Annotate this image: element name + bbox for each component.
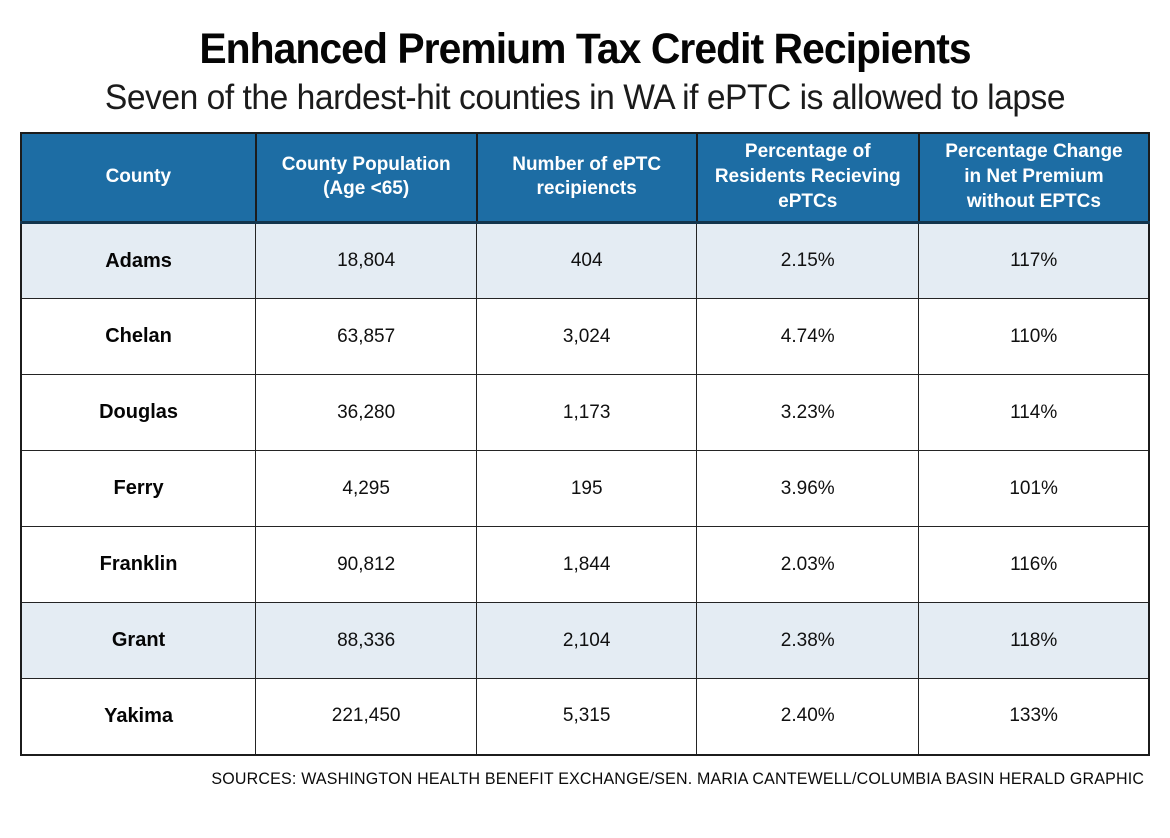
- cell-recipients: 3,024: [476, 298, 698, 376]
- cell-county: Ferry: [20, 450, 257, 528]
- cell-premium-change: 133%: [918, 678, 1150, 756]
- col-header-recipients: Number of ePTC recipiencts: [475, 131, 698, 225]
- infographic-page: Enhanced Premium Tax Credit Recipients S…: [20, 25, 1151, 788]
- cell-pct-receiving: 2.03%: [696, 526, 920, 604]
- cell-county: Franklin: [20, 526, 257, 604]
- cell-county: Douglas: [20, 374, 257, 452]
- col-header-pct-receiving: Percentage of Residents Recieving ePTCs: [695, 131, 920, 225]
- col-header-premium-change: Percentage Change in Net Premium without…: [917, 131, 1151, 225]
- cell-premium-change: 116%: [918, 526, 1150, 604]
- cell-premium-change: 101%: [918, 450, 1150, 528]
- cell-population: 90,812: [255, 526, 478, 604]
- cell-population: 36,280: [255, 374, 478, 452]
- cell-premium-change: 114%: [918, 374, 1150, 452]
- cell-population: 4,295: [255, 450, 478, 528]
- data-table-container: County County Population (Age <65) Numbe…: [20, 131, 1151, 756]
- table-header: County County Population (Age <65) Numbe…: [20, 131, 1151, 225]
- table-row-franklin: Franklin 90,812 1,844 2.03% 116%: [20, 526, 1150, 604]
- cell-premium-change: 110%: [918, 298, 1150, 376]
- table-row-ferry: Ferry 4,295 195 3.96% 101%: [20, 450, 1150, 528]
- col-header-population: County Population (Age <65): [254, 131, 478, 225]
- page-title: Enhanced Premium Tax Credit Recipients: [199, 25, 971, 73]
- cell-county: Yakima: [20, 678, 257, 756]
- table-row-yakima: Yakima 221,450 5,315 2.40% 133%: [20, 678, 1150, 756]
- cell-premium-change: 117%: [918, 222, 1150, 300]
- cell-county: Chelan: [20, 298, 257, 376]
- table-row-douglas: Douglas 36,280 1,173 3.23% 114%: [20, 374, 1150, 452]
- cell-recipients: 1,844: [476, 526, 698, 604]
- cell-population: 221,450: [255, 678, 478, 756]
- cell-recipients: 2,104: [476, 602, 698, 680]
- cell-pct-receiving: 2.38%: [696, 602, 920, 680]
- cell-county: Grant: [20, 602, 257, 680]
- cell-population: 18,804: [255, 222, 478, 300]
- table-body: Adams 18,804 404 2.15% 117% Chelan 63,85…: [20, 222, 1150, 756]
- col-header-county: County: [20, 131, 257, 225]
- cell-recipients: 1,173: [476, 374, 698, 452]
- cell-recipients: 195: [476, 450, 698, 528]
- table-row-adams: Adams 18,804 404 2.15% 117%: [20, 222, 1150, 300]
- cell-population: 63,857: [255, 298, 478, 376]
- cell-recipients: 404: [476, 222, 698, 300]
- table-row-grant: Grant 88,336 2,104 2.38% 118%: [20, 602, 1150, 680]
- table-row-chelan: Chelan 63,857 3,024 4.74% 110%: [20, 298, 1150, 376]
- cell-premium-change: 118%: [918, 602, 1150, 680]
- cell-recipients: 5,315: [476, 678, 698, 756]
- source-credit-line: SOURCES: WASHINGTON HEALTH BENEFIT EXCHA…: [211, 769, 1145, 788]
- cell-county: Adams: [20, 222, 257, 300]
- cell-pct-receiving: 3.23%: [696, 374, 920, 452]
- eptc-data-table: County County Population (Age <65) Numbe…: [20, 131, 1151, 756]
- cell-pct-receiving: 2.40%: [696, 678, 920, 756]
- cell-pct-receiving: 4.74%: [696, 298, 920, 376]
- cell-population: 88,336: [255, 602, 478, 680]
- cell-pct-receiving: 2.15%: [696, 222, 920, 300]
- header-row: County County Population (Age <65) Numbe…: [20, 131, 1151, 225]
- page-subtitle: Seven of the hardest-hit counties in WA …: [104, 78, 1066, 118]
- cell-pct-receiving: 3.96%: [696, 450, 920, 528]
